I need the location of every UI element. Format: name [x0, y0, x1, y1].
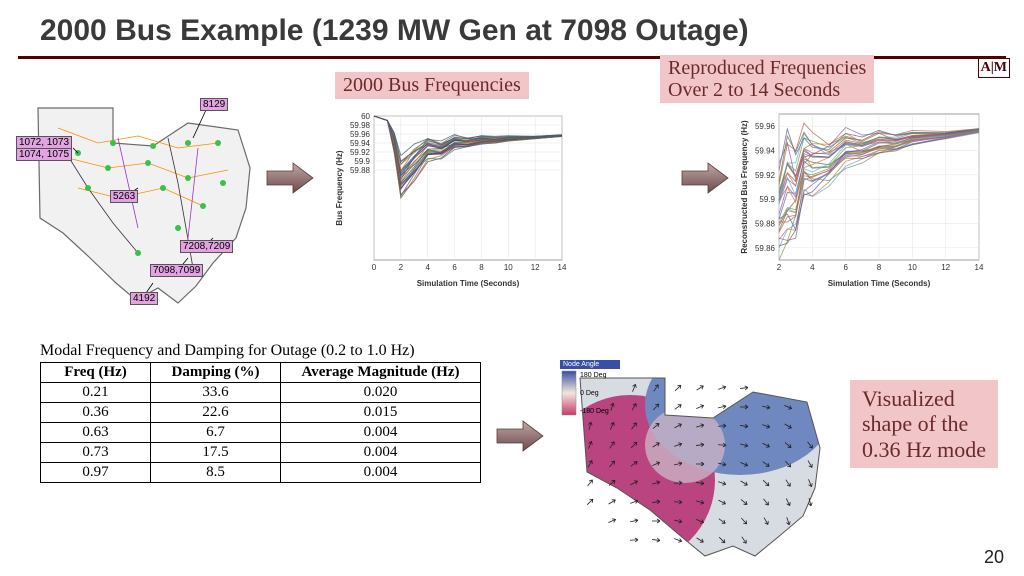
svg-text:59.94: 59.94 — [755, 147, 776, 156]
table-cell: 0.020 — [281, 383, 481, 403]
table-row: 0.2133.60.020 — [41, 383, 481, 403]
svg-text:Bus Frequency (Hz): Bus Frequency (Hz) — [335, 150, 344, 225]
table-cell: 6.7 — [151, 423, 281, 443]
svg-text:6: 6 — [452, 263, 457, 272]
svg-text:8: 8 — [479, 263, 484, 272]
table-row: 0.3622.60.015 — [41, 403, 481, 423]
table-cell: 8.5 — [151, 463, 281, 483]
table-cell: 22.6 — [151, 403, 281, 423]
table-cell: 0.015 — [281, 403, 481, 423]
table-cell: 0.73 — [41, 443, 151, 463]
table-cell: 0.63 — [41, 423, 151, 443]
svg-text:59.96: 59.96 — [755, 122, 776, 131]
svg-text:2: 2 — [399, 263, 404, 272]
svg-text:4: 4 — [425, 263, 430, 272]
svg-text:Simulation Time (Seconds): Simulation Time (Seconds) — [828, 279, 931, 288]
table-cell: 33.6 — [151, 383, 281, 403]
chart-reproduced-frequencies: 2 4 6 8 10 12 14 59.86 59.88 59.9 59.92 59.94 59.96 S… — [735, 106, 987, 290]
svg-text:59.92: 59.92 — [755, 171, 776, 180]
bus-label: 8129 — [200, 98, 228, 111]
svg-text:59.88: 59.88 — [755, 220, 776, 229]
svg-text:59.98: 59.98 — [350, 121, 371, 130]
label-bus-frequencies: 2000 Bus Frequencies — [335, 72, 529, 99]
table-cell: 17.5 — [151, 443, 281, 463]
label-reproduced: Reproduced Frequencies Over 2 to 14 Seco… — [660, 55, 874, 103]
flow-arrow-icon — [265, 160, 315, 196]
label-mode-shape: Visualized shape of the 0.36 Hz mode — [850, 380, 998, 468]
svg-text:10: 10 — [908, 263, 917, 272]
table-cell: 0.004 — [281, 443, 481, 463]
svg-text:Simulation Time (Seconds): Simulation Time (Seconds) — [417, 279, 520, 288]
legend-label-bot: -180 Deg — [580, 408, 609, 415]
flow-arrow-icon — [495, 418, 545, 454]
table-title: Modal Frequency and Damping for Outage (… — [40, 342, 415, 360]
bus-label: 7208,7209 — [180, 240, 233, 253]
bus-label: 1074, 1075 — [16, 148, 72, 161]
mode-map-legend: Node Angle 180 Deg 0 Deg -180 Deg — [560, 360, 620, 419]
table-cell: 0.004 — [281, 423, 481, 443]
svg-text:10: 10 — [504, 263, 513, 272]
table-header-cell: Freq (Hz) — [41, 363, 151, 383]
label-mode-l1: Visualized — [862, 386, 986, 411]
legend-label-mid: 0 Deg — [580, 390, 599, 397]
institution-logo: A|M — [978, 58, 1010, 78]
bus-label: 7098,7099 — [150, 264, 203, 277]
texas-network-map — [18, 88, 268, 318]
label-mode-l3: 0.36 Hz mode — [862, 437, 986, 462]
table-cell: 0.21 — [41, 383, 151, 403]
svg-text:59.86: 59.86 — [755, 244, 776, 253]
table-body: 0.2133.60.0200.3622.60.0150.636.70.0040.… — [41, 383, 481, 483]
svg-text:59.96: 59.96 — [350, 130, 371, 139]
label-reproduced-line2: Over 2 to 14 Seconds — [668, 79, 866, 101]
table-row: 0.636.70.004 — [41, 423, 481, 443]
svg-text:12: 12 — [531, 263, 540, 272]
table-row: 0.7317.50.004 — [41, 443, 481, 463]
table-header-row: Freq (Hz)Damping (%)Average Magnitude (H… — [41, 363, 481, 383]
svg-text:14: 14 — [975, 263, 984, 272]
svg-text:6: 6 — [843, 263, 848, 272]
table-cell: 0.36 — [41, 403, 151, 423]
table-cell: 0.97 — [41, 463, 151, 483]
svg-text:14: 14 — [558, 263, 567, 272]
chart-bus-frequencies: 0 2 4 6 8 10 12 14 59.8859.959.9259.9459.9659.98… — [330, 108, 570, 290]
svg-text:0: 0 — [372, 263, 377, 272]
label-mode-l2: shape of the — [862, 411, 986, 436]
svg-text:59.88: 59.88 — [350, 166, 371, 175]
bus-label: 5263 — [110, 190, 138, 203]
svg-text:60: 60 — [361, 112, 370, 121]
svg-text:59.94: 59.94 — [350, 139, 371, 148]
svg-text:12: 12 — [941, 263, 950, 272]
table-header-cell: Average Magnitude (Hz) — [281, 363, 481, 383]
page-title: 2000 Bus Example (1239 MW Gen at 7098 Ou… — [0, 0, 1024, 54]
table-cell: 0.004 — [281, 463, 481, 483]
svg-text:59.9: 59.9 — [354, 157, 370, 166]
svg-text:59.9: 59.9 — [759, 195, 775, 204]
table-header-cell: Damping (%) — [151, 363, 281, 383]
flow-arrow-icon — [680, 160, 730, 196]
page-number: 20 — [984, 547, 1004, 568]
svg-text:4: 4 — [810, 263, 815, 272]
svg-text:59.92: 59.92 — [350, 148, 371, 157]
svg-text:2: 2 — [777, 263, 782, 272]
legend-title: Node Angle — [560, 360, 620, 369]
table-row: 0.978.50.004 — [41, 463, 481, 483]
svg-text:Reconstructed Bus Frequency (H: Reconstructed Bus Frequency (Hz) — [740, 120, 749, 254]
bus-label: 4192 — [130, 292, 158, 305]
legend-label-top: 180 Deg — [580, 372, 607, 379]
svg-text:8: 8 — [877, 263, 882, 272]
modal-frequency-table: Freq (Hz)Damping (%)Average Magnitude (H… — [40, 362, 481, 483]
label-reproduced-line1: Reproduced Frequencies — [668, 57, 866, 79]
